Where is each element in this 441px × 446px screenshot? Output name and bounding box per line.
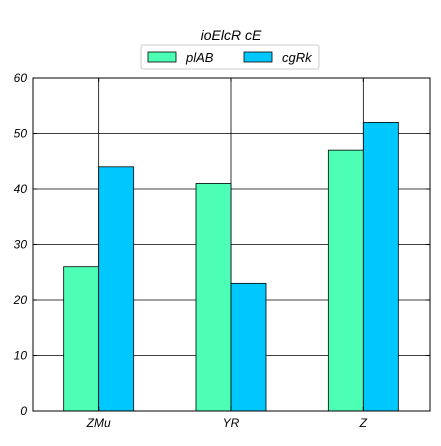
- x-tick-label: ZMu: [86, 416, 111, 430]
- legend-box: [140, 44, 320, 70]
- bar-cgRk-YR: [230, 282, 267, 412]
- y-tick-label: 40: [14, 182, 28, 196]
- legend-label-cgRk: cgRk: [282, 50, 313, 65]
- bar-plAB-YR: [195, 183, 232, 412]
- bar-cgRk-ZMu: [98, 166, 135, 412]
- y-tick-label: 60: [14, 71, 28, 85]
- legend-swatch-plAB: [147, 51, 177, 63]
- chart-title: ioElcR cE: [201, 27, 262, 43]
- y-tick-label: 10: [14, 349, 28, 363]
- bar-plAB-ZMu: [63, 266, 100, 412]
- y-tick-label: 20: [13, 293, 28, 307]
- x-tick-label: Z: [359, 416, 368, 430]
- y-tick-label: 30: [14, 238, 28, 252]
- bar-cgRk-Z: [362, 122, 399, 412]
- legend-swatch-cgRk: [243, 51, 273, 63]
- y-tick-label: 0: [20, 404, 27, 418]
- y-tick-label: 50: [14, 127, 28, 141]
- bar-plAB-Z: [327, 149, 364, 412]
- legend-label-plAB: plAB: [185, 50, 214, 65]
- x-tick-label: YR: [223, 416, 240, 430]
